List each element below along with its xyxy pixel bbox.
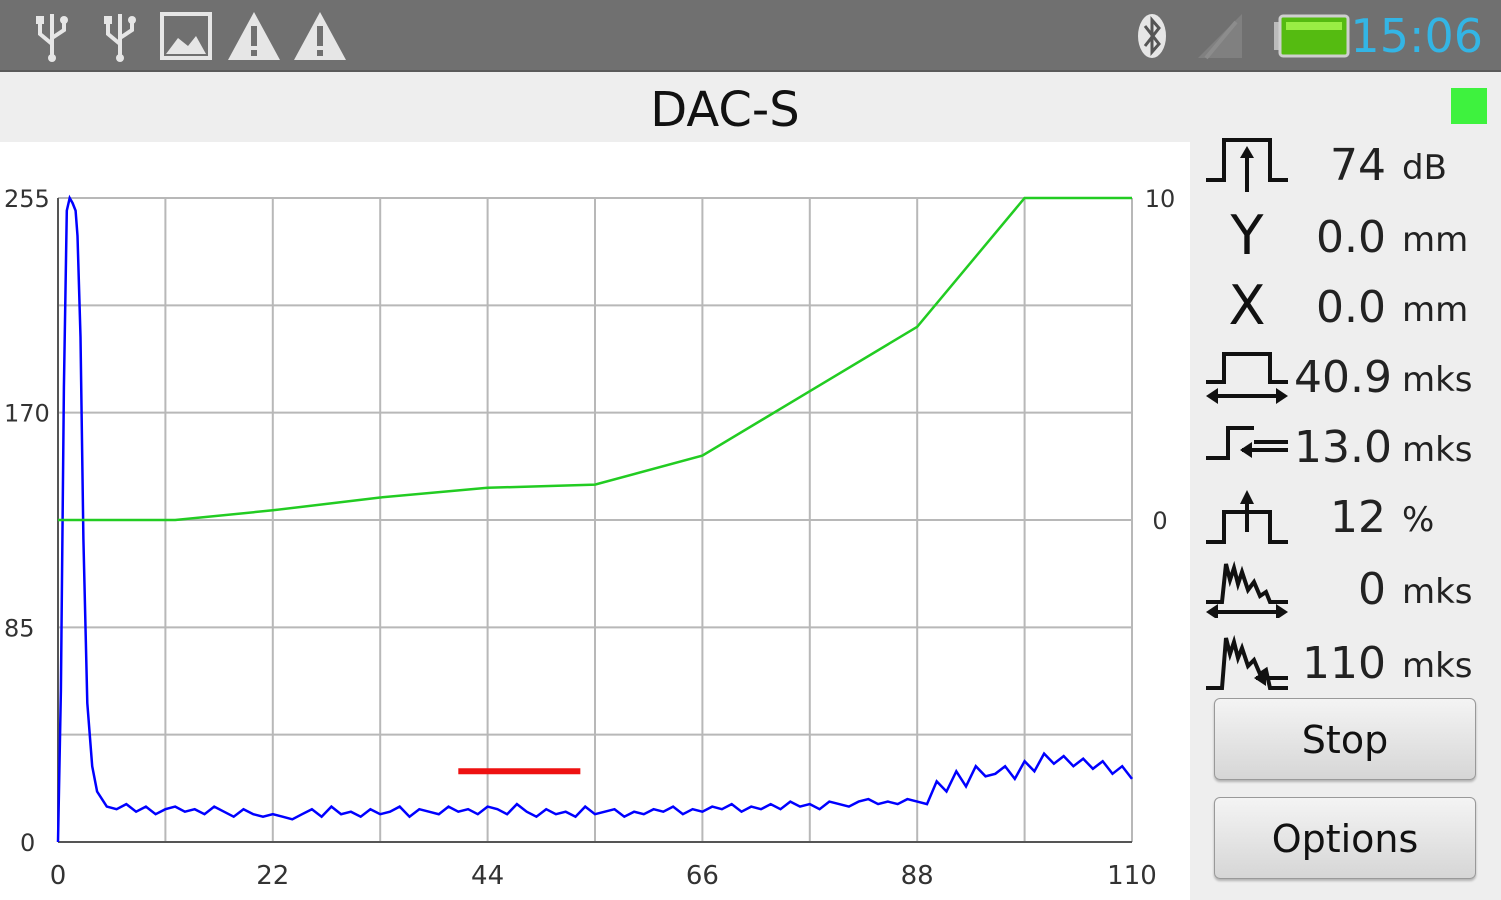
y-left-tick-label: 170 [4,400,50,428]
readout-sweep-start: 0 mks [1190,554,1501,624]
stop-button[interactable]: Stop [1214,698,1476,780]
readout-gain: 74 dB [1190,130,1501,200]
a-scan-plot: 0 22 44 66 88 110 255 170 85 0 10 0 [0,142,1190,900]
readout-value: 40.9 [1294,352,1392,403]
status-bar: 15:06 [0,0,1501,72]
usb-icon [104,14,136,62]
readout-pulse-width: 40.9 mks [1190,342,1501,412]
readout-unit: mks [1402,572,1473,612]
chart-svg: 0 22 44 66 88 110 255 170 85 0 10 0 [4,185,1176,891]
readout-unit: mm [1402,220,1469,260]
readout-value: 110 [1302,638,1386,689]
status-indicator [1451,88,1487,124]
battery-icon [1274,14,1350,58]
readout-value: 0.0 [1316,282,1386,333]
page-title: DAC-S [650,82,800,138]
delay-icon [1206,426,1288,460]
clock: 15:06 [1350,9,1483,63]
readout-unit: mks [1402,360,1473,400]
readout-unit: % [1402,500,1435,540]
x-tick-label: 66 [686,861,719,891]
y-right-tick-label: 10 [1145,185,1176,213]
warning-icon [294,12,346,60]
title-bar: DAC-S [0,72,1501,142]
readout-unit: mks [1402,430,1473,470]
pulse-width-icon [1206,352,1288,404]
bluetooth-icon [1138,14,1166,58]
readout-unit: mks [1402,646,1473,686]
sweep-start-icon [1206,560,1288,618]
dac-curve-line [58,196,1132,522]
usb-icon [36,14,68,62]
x-tick-label: 22 [256,861,289,891]
readout-y: Y 0.0 mm [1190,202,1501,272]
readout-unit: mm [1402,290,1469,330]
x-label: X [1228,274,1266,337]
readout-value: 12 [1330,492,1386,543]
options-button[interactable]: Options [1214,797,1476,879]
readout-value: 74 [1330,140,1386,191]
x-tick-label: 110 [1107,861,1157,891]
threshold-icon [1206,490,1288,544]
readout-threshold: 12 % [1190,482,1501,552]
no-signal-icon [1198,14,1242,60]
image-icon [160,12,212,60]
readout-value: 0.0 [1316,212,1386,263]
gain-icon [1206,138,1288,192]
readout-sweep-range: 110 mks [1190,628,1501,698]
y-label: Y [1230,204,1264,267]
y-left-tick-label: 85 [4,614,35,642]
readout-value: 0 [1358,564,1386,615]
x-tick-label: 88 [901,861,934,891]
x-tick-label: 44 [471,861,504,891]
y-left-tick-label: 255 [4,185,50,213]
readout-x: X 0.0 mm [1190,272,1501,342]
a-scan-signal-line [56,194,1133,843]
readout-panel: 74 dB Y 0.0 mm X 0.0 mm 40.9 mks 13.0 mk… [1190,138,1501,900]
sweep-range-icon [1206,634,1288,690]
readout-value: 13.0 [1294,422,1392,473]
y-left-tick-label: 0 [20,829,35,857]
y-right-tick-label: 0 [1152,507,1167,535]
warning-icon [228,12,280,60]
readout-unit: dB [1402,148,1447,188]
x-tick-label: 0 [50,861,67,891]
readout-delay: 13.0 mks [1190,412,1501,482]
